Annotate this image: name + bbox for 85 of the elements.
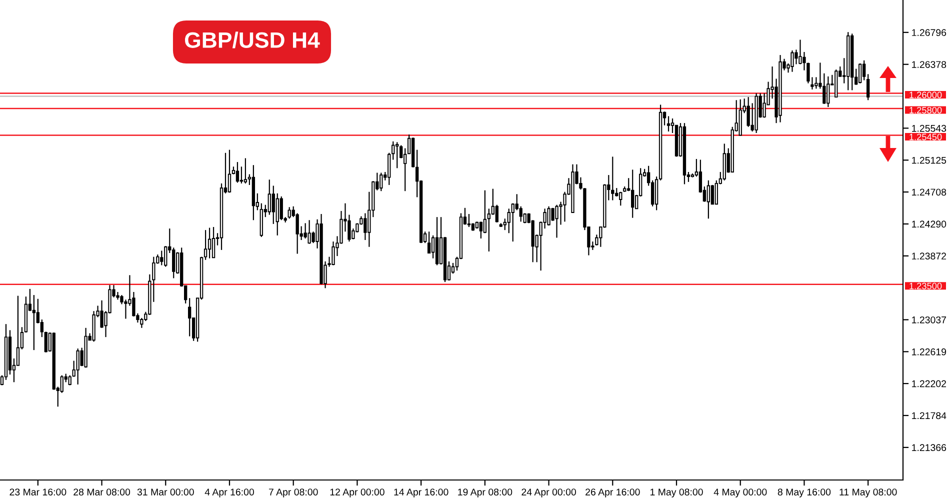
- y-tick-label: 1.25543: [912, 124, 946, 132]
- x-tick-label: 8 May 16:00: [778, 488, 831, 498]
- candlestick: [160, 250, 164, 266]
- candlestick: [714, 180, 718, 205]
- candlestick: [60, 374, 64, 394]
- candlestick: [467, 213, 471, 228]
- candlestick: [76, 348, 80, 386]
- y-tick-label: 1.24708: [912, 188, 946, 196]
- candlestick: [364, 212, 367, 241]
- candlestick: [380, 172, 383, 192]
- candlestick: [611, 156, 614, 201]
- y-tick-label: 1.23037: [912, 316, 946, 324]
- candlestick: [790, 50, 794, 72]
- candlestick: [519, 206, 522, 222]
- candlestick: [866, 74, 870, 101]
- ref-line-label: 1.25450: [910, 134, 942, 140]
- x-tick-label: 23 Mar 16:00: [10, 488, 66, 496]
- x-tick-label: 12 Apr 00:00: [330, 488, 384, 498]
- y-tick-label: 1.26796: [912, 29, 946, 36]
- candlestick: [268, 179, 271, 216]
- x-tick-label: 28 Mar 08:00: [74, 488, 130, 496]
- candlestick: [276, 192, 279, 236]
- x-tick-label: 24 Apr 00:00: [522, 488, 576, 498]
- candlestick: [296, 212, 299, 254]
- candlestick: [427, 231, 431, 254]
- candlestick: [244, 158, 248, 184]
- ref-line-label: 1.26000: [910, 92, 942, 98]
- ref-line-label: 1.23500: [910, 282, 942, 290]
- x-tick-label: 26 Apr 16:00: [586, 488, 640, 498]
- y-tick-label: 1.25125: [912, 156, 946, 164]
- y-tick-label: 1.26378: [912, 61, 946, 68]
- y-tick-label: 1.22202: [912, 380, 946, 388]
- y-tick-label: 1.22619: [912, 348, 946, 356]
- candlestick: [212, 226, 216, 258]
- x-tick-label: 14 Apr 16:00: [394, 488, 448, 498]
- y-tick-label: 1.21784: [912, 412, 946, 420]
- candlestick: [826, 76, 830, 108]
- candlestick: [240, 166, 244, 184]
- y-tick-label: 1.21366: [912, 444, 946, 452]
- candlestick: [404, 148, 407, 192]
- x-tick-label: 1 May 08:00: [650, 488, 703, 498]
- candlestick: [228, 149, 232, 194]
- candlestick: [487, 208, 490, 252]
- text: GBP/USD H4: [185, 32, 320, 48]
- candlestick: [32, 294, 36, 351]
- candlestick: [511, 202, 514, 242]
- candlestick: [822, 72, 826, 105]
- x-tick-label: 4 Apr 16:00: [204, 488, 254, 498]
- candlestick: [555, 204, 558, 238]
- candlestick: [272, 185, 275, 225]
- candlestick: [483, 190, 487, 234]
- candlestick: [208, 227, 212, 259]
- candlestick: [862, 60, 866, 81]
- candlestick: [666, 116, 670, 132]
- candlestick: [304, 222, 307, 240]
- candlestick: [388, 152, 391, 186]
- candlestick: [392, 140, 395, 160]
- candlestick: [124, 299, 128, 320]
- candlestick: [396, 142, 399, 169]
- candlestick: [710, 184, 714, 205]
- candlestick: [495, 204, 498, 223]
- x-tick-label: 11 May 08:00: [840, 488, 897, 498]
- candlestick: [746, 96, 750, 128]
- candlestick: [280, 196, 283, 221]
- y-tick-label: 1.24290: [912, 220, 946, 228]
- candlestick: [619, 191, 622, 206]
- candlestick: [706, 180, 710, 220]
- x-tick-label: 4 May 00:00: [714, 488, 767, 498]
- x-tick-label: 31 Mar 00:00: [137, 488, 194, 496]
- candlestick: [547, 206, 550, 226]
- candlestick: [44, 331, 48, 353]
- candlestick: [164, 246, 168, 268]
- candlestick: [288, 206, 291, 220]
- candlestick: [814, 76, 818, 90]
- candlestick: [858, 62, 862, 84]
- candlestick: [188, 298, 192, 337]
- x-tick-label: 19 Apr 08:00: [458, 488, 512, 498]
- candlestick: [631, 169, 634, 218]
- x-tick-label: 7 Apr 08:00: [268, 488, 318, 498]
- candlestick: [479, 221, 483, 240]
- ref-line-label: 1.25800: [910, 106, 942, 114]
- candlestick: [308, 220, 311, 244]
- candlestick: [236, 161, 240, 184]
- y-tick-label: 1.23872: [912, 252, 946, 260]
- candlestick: [172, 247, 176, 279]
